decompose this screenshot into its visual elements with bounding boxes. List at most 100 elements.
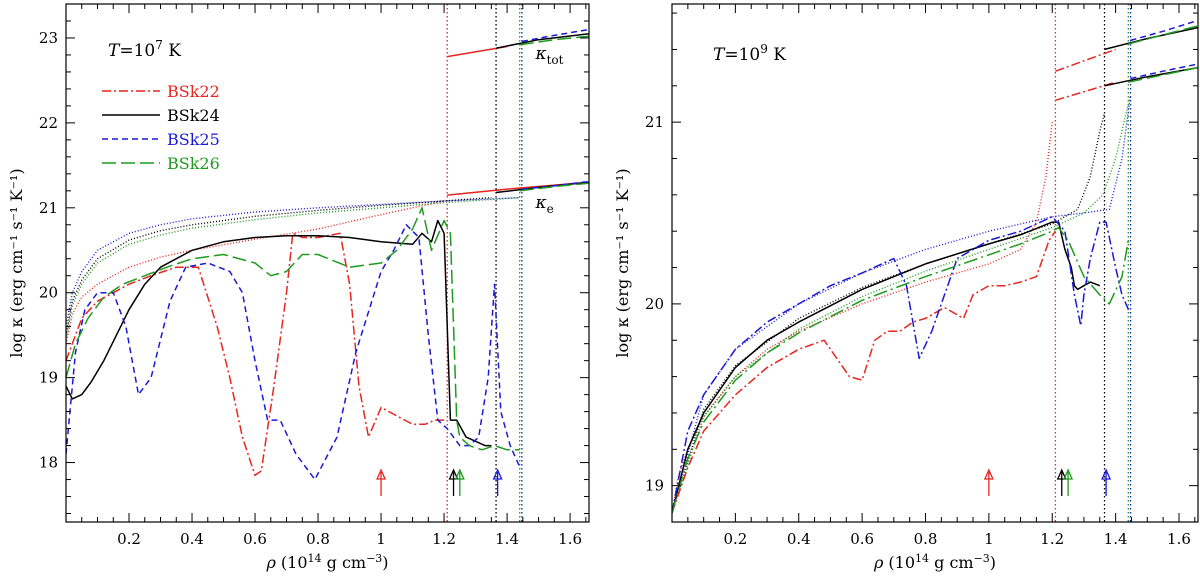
series-line-4 xyxy=(1055,48,1116,72)
series-line-3 xyxy=(66,196,520,340)
series-line-12 xyxy=(66,232,445,477)
x-tick-label-4: 1 xyxy=(376,530,386,548)
x-label-exp2: −3 xyxy=(366,552,382,565)
x-axis-label: ρ (1014 g cm−3) xyxy=(873,552,996,572)
x-tick-label-2: 0.6 xyxy=(243,530,267,548)
x-label-exp1: 14 xyxy=(915,552,929,565)
temperature-exponent: 7 xyxy=(155,38,163,52)
x-tick-label-6: 1.4 xyxy=(1104,530,1128,548)
x-label-close: ) xyxy=(382,553,388,572)
arrow-head-1 xyxy=(448,468,459,480)
x-label-units2: g cm xyxy=(322,553,367,572)
x-label-units2: g cm xyxy=(929,553,974,572)
x-axis-label: ρ (1014 g cm−3) xyxy=(265,552,388,572)
series-line-14 xyxy=(66,224,521,481)
kappa-annotation-1: κe xyxy=(534,193,553,216)
x-tick-label-0: 0.2 xyxy=(117,530,141,548)
series-line-6 xyxy=(521,180,589,190)
temperature-unit: K xyxy=(163,41,181,61)
series-line-1 xyxy=(672,112,1106,514)
series-line-8 xyxy=(1130,19,1198,42)
x-label-exp1: 14 xyxy=(308,552,322,565)
series-line-2 xyxy=(672,94,1132,514)
legend-label-1: BSk24 xyxy=(167,106,220,125)
temperature-value: =10 xyxy=(119,41,155,61)
temperature-unit: K xyxy=(768,45,786,65)
y-tick-label-2: 20 xyxy=(39,284,58,302)
arrow-head-1 xyxy=(1056,468,1067,480)
y-tick-label-1: 19 xyxy=(39,369,58,387)
x-tick-label-3: 0.8 xyxy=(914,530,938,548)
x-label-symbol: ρ xyxy=(265,553,276,572)
x-label-units: (10 xyxy=(276,553,308,572)
arrow-head-2 xyxy=(454,468,465,480)
series-line-14 xyxy=(672,215,1132,514)
x-tick-label-3: 0.8 xyxy=(306,530,330,548)
axes-frame xyxy=(671,3,1199,523)
series-line-15 xyxy=(672,226,1130,514)
y-tick-label-5: 23 xyxy=(39,29,58,47)
temperature-symbol: T xyxy=(108,41,121,61)
kappa-symbol: κ xyxy=(534,44,546,64)
x-label-exp2: −3 xyxy=(974,552,990,565)
series-line-15 xyxy=(66,207,520,451)
y-tick-label-0: 18 xyxy=(39,454,58,472)
x-tick-label-1: 0.4 xyxy=(787,530,811,548)
temperature-label: T=107 K xyxy=(108,38,181,61)
series-line-10 xyxy=(521,28,589,43)
kappa-subscript: tot xyxy=(547,53,564,67)
series-line-13 xyxy=(672,221,1101,514)
kappa-symbol: κ xyxy=(534,193,546,213)
series-line-11 xyxy=(519,35,589,46)
temperature-value: =10 xyxy=(724,45,760,65)
kappa-subscript: e xyxy=(547,202,554,216)
right-panel: 0.2 0.4 0.6 0.8 1 1.2 1.4 1.6 19 20 21 ρ (1014 g cm… xyxy=(613,3,1199,572)
arrow-head-2 xyxy=(1063,468,1074,480)
legend-label-2: BSk25 xyxy=(167,130,220,149)
series-line-0 xyxy=(672,122,1053,514)
x-tick-label-5: 1.2 xyxy=(1040,530,1064,548)
x-tick-label-7: 1.6 xyxy=(558,530,582,548)
kappa-annotation-0: κtot xyxy=(534,44,563,67)
arrow-head-3 xyxy=(1101,468,1112,480)
x-label-units: (10 xyxy=(883,553,915,572)
y-axis-label: log κ (erg cm⁻¹ s⁻¹ K⁻¹) xyxy=(7,168,26,357)
series-line-0 xyxy=(66,200,445,344)
temperature-label: T=109 K xyxy=(713,42,786,65)
legend-label-3: BSk26 xyxy=(167,154,220,173)
series-line-10 xyxy=(1128,25,1198,45)
series-line-11 xyxy=(1128,66,1198,83)
axes-frame xyxy=(65,3,590,523)
y-tick-label-3: 21 xyxy=(39,199,58,217)
legend-label-0: BSk22 xyxy=(167,82,220,101)
y-tick-label-2: 21 xyxy=(645,113,664,131)
series-line-1 xyxy=(66,196,492,336)
y-tick-label-0: 19 xyxy=(645,477,664,495)
x-label-close: ) xyxy=(990,553,996,572)
x-tick-label-1: 0.4 xyxy=(180,530,204,548)
temperature-symbol: T xyxy=(713,45,726,65)
x-tick-label-4: 1 xyxy=(984,530,994,548)
temperature-exponent: 9 xyxy=(760,42,768,56)
series-line-12 xyxy=(672,230,1057,514)
arrow-head-0 xyxy=(983,468,994,480)
arrow-head-0 xyxy=(376,468,387,480)
plot-area xyxy=(66,4,589,522)
x-tick-label-7: 1.6 xyxy=(1167,530,1191,548)
y-axis-label: log κ (erg cm⁻¹ s⁻¹ K⁻¹) xyxy=(613,168,632,357)
series-line-13 xyxy=(66,219,492,447)
series-line-7 xyxy=(519,182,589,192)
x-tick-label-6: 1.4 xyxy=(495,530,519,548)
x-tick-label-0: 0.2 xyxy=(723,530,747,548)
x-label-symbol: ρ xyxy=(873,553,884,572)
y-tick-label-1: 20 xyxy=(645,295,664,313)
arrow-head-3 xyxy=(492,468,503,480)
x-tick-label-2: 0.6 xyxy=(850,530,874,548)
series-line-2 xyxy=(66,196,520,327)
series-line-7 xyxy=(1104,66,1198,87)
y-tick-label-4: 22 xyxy=(39,114,58,132)
left-panel: 0.2 0.4 0.6 0.8 1 1.2 1.4 1.6 18 19 20 21 22 23 ρ (101… xyxy=(7,3,590,572)
series-line-3 xyxy=(672,103,1129,514)
plot-area xyxy=(672,4,1198,522)
